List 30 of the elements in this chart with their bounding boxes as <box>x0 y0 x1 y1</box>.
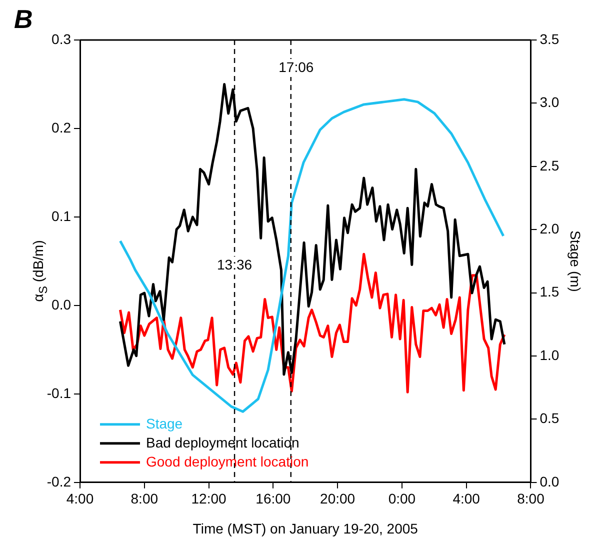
x-axis-title: Time (MST) on January 19-20, 2005 <box>192 520 418 536</box>
x-tick-label: 20:00 <box>320 490 356 507</box>
y-tick-label: 0.3 <box>52 30 72 47</box>
y2-tick-label: 3.5 <box>540 30 560 47</box>
ref-line-label: 17:06 <box>278 58 314 75</box>
legend-label: Good deployment location <box>146 453 309 470</box>
x-tick-label: 4:00 <box>66 490 94 507</box>
x-tick-label: 8:00 <box>517 490 545 507</box>
y2-tick-label: 0.0 <box>540 473 560 490</box>
x-tick-label: 8:00 <box>130 490 158 507</box>
y-tick-label: -0.2 <box>46 473 72 490</box>
text: B <box>14 4 33 34</box>
y2-tick-label: 2.0 <box>540 220 560 236</box>
y2-tick-label: 2.5 <box>540 157 560 174</box>
x-tick-label: 4:00 <box>452 490 480 507</box>
x-tick-label: 0:00 <box>388 490 416 507</box>
y2-axis-title: Stage (m) <box>568 230 584 292</box>
y-tick-label: 0.1 <box>52 208 72 224</box>
legend-label: Bad deployment location <box>146 434 300 450</box>
y2-tick-label: 1.0 <box>540 346 560 363</box>
x-tick-label: 12:00 <box>191 490 227 507</box>
y-tick-label: -0.1 <box>46 384 72 401</box>
ref-line-label: 13:36 <box>217 256 252 272</box>
legend-label: Stage <box>146 415 183 432</box>
y2-tick-label: 1.5 <box>540 284 560 300</box>
y2-tick-label: 0.5 <box>540 410 560 426</box>
y2-tick-label: 3.0 <box>540 94 560 110</box>
x-tick-label: 16:00 <box>256 490 291 507</box>
y-tick-label: 0.0 <box>52 296 72 312</box>
y-tick-label: 0.2 <box>52 119 72 136</box>
